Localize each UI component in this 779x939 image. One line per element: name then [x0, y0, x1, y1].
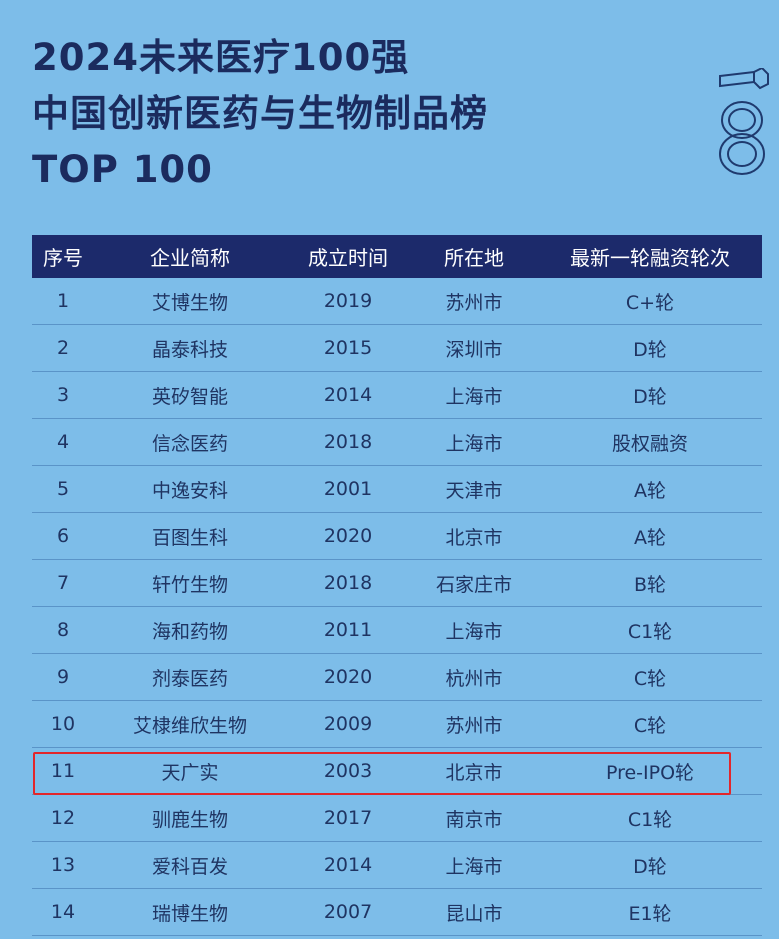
cell-company: 中逸安科 — [94, 465, 286, 513]
cell-rank: 6 — [32, 512, 94, 560]
cell-location: 上海市 — [410, 371, 538, 419]
cell-location: 杭州市 — [410, 653, 538, 701]
cell-founded: 2003 — [286, 747, 410, 795]
cell-company: 天广实 — [94, 747, 286, 795]
cell-founded: 2011 — [286, 606, 410, 654]
table-row: 3 英矽智能 2014 上海市 D轮 — [32, 371, 762, 419]
cell-location: 苏州市 — [410, 700, 538, 748]
cell-funding: B轮 — [538, 559, 762, 607]
cell-funding: D轮 — [538, 841, 762, 889]
cell-founded: 2014 — [286, 371, 410, 419]
cell-founded: 2007 — [286, 888, 410, 936]
cell-funding: A轮 — [538, 512, 762, 560]
table-row: 6 百图生科 2020 北京市 A轮 — [32, 512, 762, 560]
cell-rank: 12 — [32, 794, 94, 842]
cell-rank: 7 — [32, 559, 94, 607]
cell-founded: 2018 — [286, 559, 410, 607]
cell-location: 石家庄市 — [410, 559, 538, 607]
table-row: 11 天广实 2003 北京市 Pre-IPO轮 — [32, 747, 762, 795]
cell-location: 昆山市 — [410, 888, 538, 936]
cell-company: 英矽智能 — [94, 371, 286, 419]
table-row: 1 艾博生物 2019 苏州市 C+轮 — [32, 278, 762, 325]
title-line-3: TOP 100 — [32, 148, 213, 191]
cell-funding: 股权融资 — [538, 418, 762, 466]
cell-location: 上海市 — [410, 841, 538, 889]
cell-funding: E1轮 — [538, 888, 762, 936]
cell-rank: 4 — [32, 418, 94, 466]
cell-funding: Pre-IPO轮 — [538, 747, 762, 795]
table-row: 7 轩竹生物 2018 石家庄市 B轮 — [32, 559, 762, 607]
cell-founded: 2014 — [286, 841, 410, 889]
cell-rank: 13 — [32, 841, 94, 889]
cell-location: 南京市 — [410, 794, 538, 842]
cell-founded: 2009 — [286, 700, 410, 748]
title-line-2: 中国创新医药与生物制品榜 — [32, 92, 488, 135]
cell-company: 轩竹生物 — [94, 559, 286, 607]
cell-founded: 2018 — [286, 418, 410, 466]
cell-funding: C轮 — [538, 653, 762, 701]
cell-rank: 2 — [32, 324, 94, 372]
cell-founded: 2017 — [286, 794, 410, 842]
cell-rank: 5 — [32, 465, 94, 513]
cell-rank: 11 — [32, 747, 94, 795]
cell-company: 百图生科 — [94, 512, 286, 560]
cell-rank: 9 — [32, 653, 94, 701]
cell-location: 上海市 — [410, 606, 538, 654]
cell-founded: 2020 — [286, 512, 410, 560]
cell-location: 天津市 — [410, 465, 538, 513]
ranking-table: 序号 企业简称 成立时间 所在地 最新一轮融资轮次 1 艾博生物 2019 苏州市 C+… — [32, 235, 762, 936]
cell-rank: 1 — [32, 278, 94, 325]
cell-company: 艾博生物 — [94, 278, 286, 325]
header-location: 所在地 — [410, 235, 538, 278]
cell-company: 爱科百发 — [94, 841, 286, 889]
cell-rank: 10 — [32, 700, 94, 748]
table-row: 9 剂泰医药 2020 杭州市 C轮 — [32, 653, 762, 701]
table-header-row: 序号 企业简称 成立时间 所在地 最新一轮融资轮次 — [32, 235, 762, 278]
table-row: 12 驯鹿生物 2017 南京市 C1轮 — [32, 794, 762, 842]
table-row: 10 艾棣维欣生物 2009 苏州市 C轮 — [32, 700, 762, 748]
cell-company: 驯鹿生物 — [94, 794, 286, 842]
table-row: 5 中逸安科 2001 天津市 A轮 — [32, 465, 762, 513]
cell-location: 北京市 — [410, 512, 538, 560]
cell-founded: 2019 — [286, 278, 410, 325]
cell-funding: D轮 — [538, 371, 762, 419]
cell-founded: 2020 — [286, 653, 410, 701]
cell-company: 艾棣维欣生物 — [94, 700, 286, 748]
table-row: 8 海和药物 2011 上海市 C1轮 — [32, 606, 762, 654]
cell-location: 上海市 — [410, 418, 538, 466]
cell-location: 深圳市 — [410, 324, 538, 372]
logo-icon — [719, 68, 769, 175]
cell-rank: 3 — [32, 371, 94, 419]
table-row: 2 晶泰科技 2015 深圳市 D轮 — [32, 324, 762, 372]
header-company: 企业简称 — [94, 235, 286, 278]
cell-location: 北京市 — [410, 747, 538, 795]
cell-rank: 14 — [32, 888, 94, 936]
cell-funding: D轮 — [538, 324, 762, 372]
page-title: 2024未来医疗100强 中国创新医药与生物制品榜 TOP 100 — [32, 30, 488, 198]
cell-company: 瑞博生物 — [94, 888, 286, 936]
title-line-1: 2024未来医疗100强 — [32, 36, 410, 79]
cell-company: 信念医药 — [94, 418, 286, 466]
table-row: 14 瑞博生物 2007 昆山市 E1轮 — [32, 888, 762, 936]
header-rank: 序号 — [32, 235, 94, 278]
cell-location: 苏州市 — [410, 278, 538, 325]
cell-founded: 2015 — [286, 324, 410, 372]
cell-company: 剂泰医药 — [94, 653, 286, 701]
header-funding: 最新一轮融资轮次 — [538, 235, 762, 278]
cell-funding: A轮 — [538, 465, 762, 513]
cell-founded: 2001 — [286, 465, 410, 513]
cell-company: 海和药物 — [94, 606, 286, 654]
cell-rank: 8 — [32, 606, 94, 654]
cell-funding: C1轮 — [538, 794, 762, 842]
header-founded: 成立时间 — [286, 235, 410, 278]
table-row: 4 信念医药 2018 上海市 股权融资 — [32, 418, 762, 466]
cell-funding: C1轮 — [538, 606, 762, 654]
cell-funding: C轮 — [538, 700, 762, 748]
table-row: 13 爱科百发 2014 上海市 D轮 — [32, 841, 762, 889]
cell-funding: C+轮 — [538, 278, 762, 325]
cell-company: 晶泰科技 — [94, 324, 286, 372]
